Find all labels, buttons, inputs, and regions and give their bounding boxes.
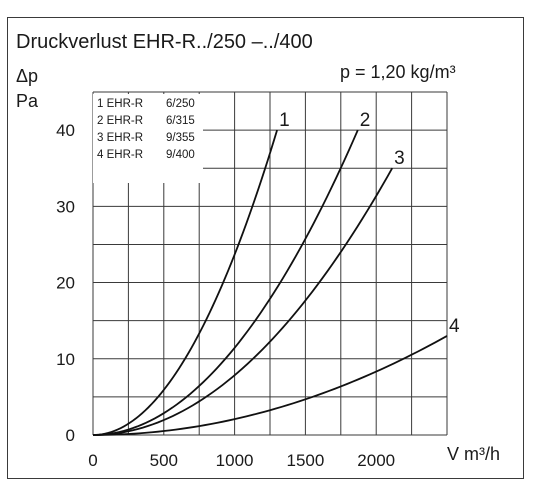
x-tick-label: 0 [88, 451, 97, 470]
legend-entry-size: 6/315 [166, 115, 195, 127]
y-tick-label: 30 [56, 197, 75, 216]
legend-entry-label: 4 EHR-R [97, 149, 143, 161]
series-label-3: 3 [394, 148, 405, 169]
series-curve-3 [92, 167, 393, 436]
chart-title: Druckverlust EHR-R../250 –../400 [16, 31, 313, 53]
legend-entry-label: 2 EHR-R [97, 115, 143, 127]
grid [92, 91, 448, 436]
tick-labels: 0 500 1000 1500 2000 0 10 20 30 40 [56, 121, 395, 470]
x-tick-label: 1000 [216, 451, 254, 470]
x-tick-label: 2000 [357, 451, 395, 470]
legend-entry-label: 1 EHR-R [97, 98, 143, 110]
y-tick-label: 20 [56, 274, 75, 293]
series-curve-4 [92, 335, 448, 436]
y-tick-label: 10 [56, 350, 75, 369]
series-label-2: 2 [360, 110, 371, 131]
x-axis-label: V m³/h [447, 444, 500, 464]
y-axis-symbol: Δp [16, 66, 38, 86]
y-tick-label: 0 [66, 426, 75, 445]
series-curve-2 [92, 129, 359, 436]
curves: 1 2 3 4 [92, 110, 460, 436]
series-label-1: 1 [279, 110, 290, 131]
series-curve-1 [92, 129, 278, 436]
legend-entry-size: 6/250 [166, 98, 195, 110]
series-label-4: 4 [449, 316, 460, 337]
y-tick-label: 40 [56, 121, 75, 140]
legend-background [93, 94, 203, 183]
x-tick-label: 1500 [286, 451, 324, 470]
x-tick-label: 500 [150, 451, 178, 470]
legend-entry-size: 9/355 [166, 132, 195, 144]
y-axis-unit: Pa [16, 91, 39, 111]
density-annotation: p = 1,20 kg/m³ [340, 62, 456, 82]
legend: 1 EHR-R 6/250 2 EHR-R 6/315 3 EHR-R 9/355 4 EH… [93, 94, 203, 183]
legend-entry-label: 3 EHR-R [97, 132, 143, 144]
legend-entry-size: 9/400 [166, 149, 195, 161]
